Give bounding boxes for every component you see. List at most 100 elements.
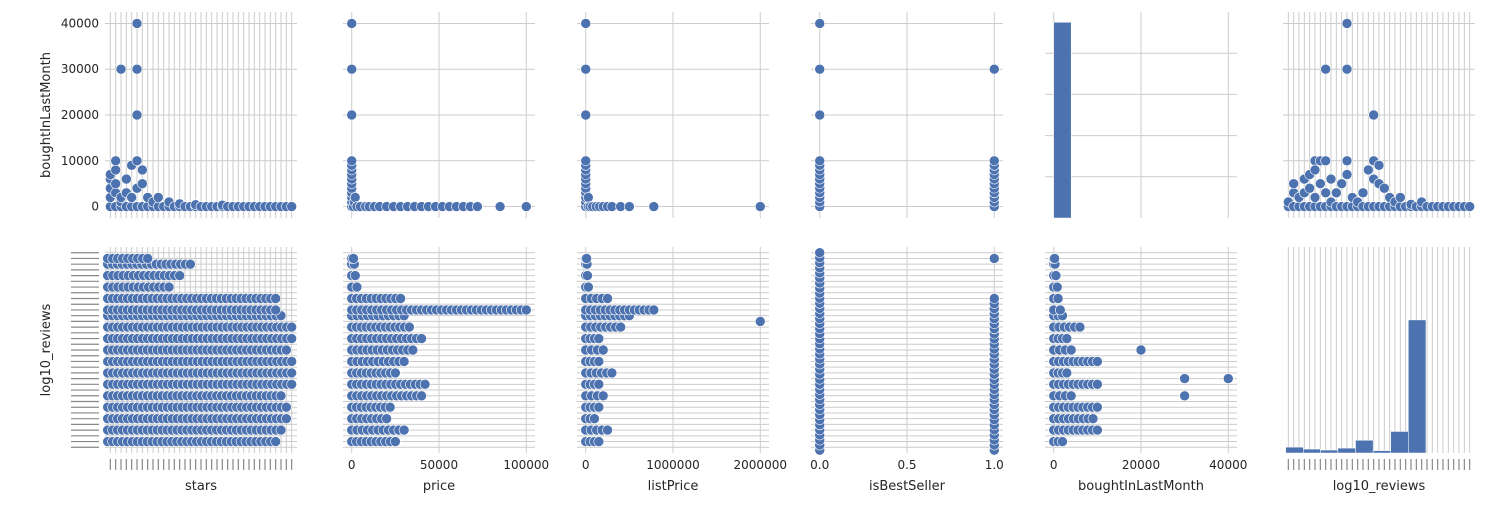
scatter-point: [346, 155, 358, 167]
scatter-point: [814, 155, 826, 167]
scatter-point: [1336, 178, 1347, 189]
panel-log10_reviews-vs-boughtInLastMonth: [1283, 12, 1475, 218]
scatter-point: [137, 178, 148, 189]
scatter-point: [349, 192, 361, 203]
scatter-point: [583, 192, 594, 203]
scatter-point: [131, 109, 143, 121]
x-axis-label: stars: [185, 479, 217, 494]
scatter-point: [163, 281, 175, 293]
scatter-point: [615, 321, 626, 333]
scatter-point: [1054, 304, 1066, 316]
panel-listPrice-vs-log10_reviews: 0 1000000 2000000 listPrice: [577, 247, 787, 494]
scatter-point: [1061, 333, 1073, 344]
scatter-point: [346, 63, 358, 75]
scatter-point: [390, 436, 401, 447]
histogram-bar: [1303, 448, 1321, 454]
scatter-point: [580, 63, 592, 75]
scatter-point: [1341, 155, 1353, 167]
data-marks: [580, 18, 766, 212]
scatter-point: [520, 201, 532, 212]
x-axis-label: isBestSeller: [869, 479, 946, 494]
scatter-point: [1379, 182, 1390, 194]
scatter-point: [1092, 424, 1103, 436]
scatter-point: [520, 304, 532, 316]
scatter-point: [814, 18, 826, 29]
tick-labels: 0 50000 100000: [348, 458, 549, 472]
scatter-point: [407, 344, 419, 356]
scatter-point: [153, 192, 164, 203]
scatter-point: [597, 344, 609, 356]
x-tick-label: 0.5: [897, 458, 916, 472]
scatter-point: [110, 164, 121, 176]
scatter-point: [1074, 321, 1086, 333]
scatter-point: [593, 401, 605, 413]
panel-price-vs-log10_reviews: 0 50000 100000 price: [343, 247, 549, 494]
scatter-point: [1179, 373, 1190, 384]
scatter-point: [346, 109, 358, 121]
x-axis-label: listPrice: [648, 479, 699, 494]
scatter-point: [593, 333, 605, 344]
scatter-point: [624, 201, 635, 212]
panel-boughtInLastMonth-vs-log10_reviews: 0 20000 40000 boughtInLastMonth: [1045, 247, 1247, 494]
x-tick-label: 0: [348, 458, 356, 472]
tick-labels: [71, 252, 293, 470]
scatter-point: [1309, 192, 1321, 203]
scatter-point: [110, 155, 121, 167]
scatter-point: [1065, 390, 1077, 402]
scatter-point: [115, 63, 127, 75]
scatter-point: [131, 155, 143, 167]
scatter-point: [1049, 253, 1060, 264]
y-tick-label: 30000: [61, 62, 99, 76]
x-tick-label: 0.0: [810, 458, 829, 472]
scatter-point: [1222, 373, 1234, 384]
scatter-point: [593, 379, 605, 390]
scatter-point: [1288, 178, 1299, 189]
x-tick-label: 1000000: [646, 458, 699, 472]
data-marks: [1048, 253, 1234, 447]
scatter-point: [754, 201, 766, 212]
histogram-bar: [1285, 446, 1304, 454]
data-marks: [580, 253, 766, 447]
x-tick-label: 0: [582, 458, 590, 472]
scatter-point: [814, 63, 826, 75]
x-axis-label: log10_reviews: [1333, 479, 1426, 494]
scatter-point: [286, 367, 297, 379]
scatter-point: [126, 192, 137, 203]
scatter-point: [142, 253, 153, 264]
scatter-point: [131, 18, 143, 29]
scatter-point: [381, 413, 392, 424]
scatter-point: [419, 379, 431, 390]
scatter-point: [384, 401, 396, 413]
histogram-bar: [1053, 22, 1072, 219]
x-tick-label: 20000: [1122, 458, 1160, 472]
scatter-point: [137, 164, 148, 176]
x-tick-label: 1.0: [985, 458, 1004, 472]
scatter-point: [1135, 344, 1147, 356]
scatter-point: [1315, 178, 1326, 189]
scatter-point: [270, 436, 281, 447]
scatter-point: [472, 201, 483, 212]
scatter-point: [416, 390, 427, 402]
scatter-point: [404, 321, 415, 333]
scatter-point: [988, 293, 1000, 304]
scatter-point: [390, 367, 401, 379]
y-tick-label: 40000: [61, 16, 99, 30]
histogram-bar: [1372, 450, 1391, 454]
x-tick-label: 100000: [503, 458, 549, 472]
histogram-bar: [1408, 319, 1427, 454]
data-marks: [346, 253, 532, 447]
panel-boughtInLastMonth-hist: [1045, 12, 1237, 219]
scatter-point: [1341, 63, 1353, 75]
scatter-point: [602, 293, 613, 304]
scatter-point: [754, 316, 766, 327]
scatter-point: [1395, 192, 1406, 203]
y-tick-label: 10000: [61, 154, 99, 168]
x-tick-label: 50000: [420, 458, 458, 472]
histogram-bar: [1355, 440, 1374, 454]
scatter-point: [395, 293, 406, 304]
scatter-point: [1341, 169, 1353, 180]
scatter-point: [275, 390, 287, 402]
histogram-bar: [1337, 447, 1356, 454]
scatter-point: [351, 281, 363, 293]
grid-lines: [1287, 247, 1471, 453]
